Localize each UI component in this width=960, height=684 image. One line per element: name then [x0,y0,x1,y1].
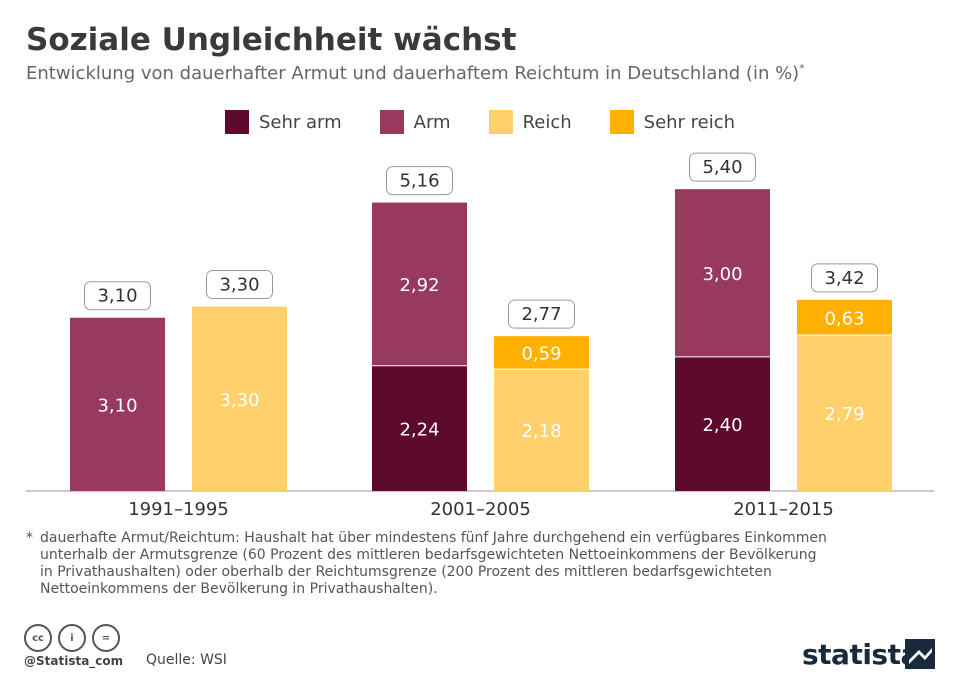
bar-2011-2015-sehr-reich [797,299,892,336]
footnote-line-4: Nettoeinkommens der Bevölkerung in Priva… [40,581,438,597]
statista-logo-icon[interactable] [905,639,935,669]
footnote-line-3: in Privathaushalten) oder oberhalb der R… [40,564,772,580]
chart-subtitle: Entwicklung von dauerhafter Armut und da… [26,62,805,84]
statista-handle[interactable]: @Statista_com [24,654,124,668]
legend-label-reich: Reich [522,111,572,133]
bar-2001-2005-sehr-reich [494,336,589,370]
bar-2011-2015-sehr-reich-label: 0,63 [824,308,864,329]
bar-2011-2015-sehr-arm [675,356,770,491]
legend-item-sehr-reich: Sehr reich [609,110,736,134]
legend-item-sehr-arm: Sehr arm [224,110,342,134]
bar-1991-1995-reich [192,306,287,491]
bar-2001-2005-sehr-arm-label: 2,24 [399,419,439,440]
source-label: Quelle: WSI [146,652,227,668]
bar-2011-2015-arm [675,189,770,357]
bar-2011-2015-arm-label: 3,00 [702,264,742,285]
total-2001-2005-armut-label: 5,16 [399,171,439,192]
bar-chart: 3,10 3,10 3,30 3,30 1991–1995 2,24 2,92 5,16 2,1… [26,152,934,520]
footnote: * dauerhafte Armut/Reichtum: Haushalt hat… [26,530,896,598]
bar-2001-2005-sehr-arm [372,365,467,491]
legend-item-reich: Reich [488,110,572,134]
attribution-icon[interactable]: i [58,624,86,652]
total-2001-2005-armut-box [386,166,453,196]
cc-icon[interactable]: cc [24,624,52,652]
bar-2001-2005-sehr-reich-label: 0,59 [521,344,561,365]
total-2011-2015-reichtum-box [811,263,878,293]
license-icons: cc i = [24,624,120,652]
no-derivatives-icon[interactable]: = [92,624,120,652]
bar-1991-1995-reich-label: 3,30 [219,390,259,411]
bar-2001-2005-arm [372,202,467,366]
statista-logo-text[interactable]: statista [802,638,919,671]
chart-title: Soziale Ungleichheit wächst [26,22,517,58]
legend-label-sehr-arm: Sehr arm [258,111,342,133]
total-1991-1995-reichtum-box [206,270,273,300]
footnote-line-2: unterhalb der Armutsgrenze (60 Prozent d… [40,547,817,563]
bar-2011-2015-sehr-arm-label: 2,40 [702,415,742,436]
total-1991-1995-armut-label: 3,10 [97,286,137,307]
legend-item-arm: Arm [379,110,451,134]
total-2011-2015-reichtum-label: 3,42 [824,268,864,289]
legend-swatch-sehr-reich [609,110,634,134]
legend-swatch-reich [488,110,513,134]
bar-1991-1995-arm-label: 3,10 [97,395,137,416]
bar-2001-2005-reich [494,369,589,491]
legend-swatch-arm [379,110,404,134]
x-tick-label-2001-2005: 2001–2005 [430,499,531,520]
bar-2011-2015-reich [797,335,892,491]
footnote-mark: * [26,530,33,546]
subtitle-footnote-mark: * [799,62,805,75]
subtitle-text: Entwicklung von dauerhafter Armut und da… [26,63,800,84]
legend-label-sehr-reich: Sehr reich [643,111,736,133]
x-tick-label-2011-2015: 2011–2015 [733,499,834,520]
total-2001-2005-reichtum-box [508,299,575,329]
footnote-line-1: dauerhafte Armut/Reichtum: Haushalt hat … [40,530,827,546]
legend-label-arm: Arm [413,111,451,133]
bar-2011-2015-reich-label: 2,79 [824,404,864,425]
bar-2001-2005-arm-label: 2,92 [399,275,439,296]
total-2011-2015-armut-label: 5,40 [702,157,742,178]
total-1991-1995-reichtum-label: 3,30 [219,275,259,296]
legend-swatch-sehr-arm [224,110,249,134]
legend: Sehr arm Arm Reich Sehr reich [0,110,960,134]
bar-2001-2005-reich-label: 2,18 [521,421,561,442]
total-1991-1995-armut-box [84,281,151,311]
x-tick-label-1991-1995: 1991–1995 [128,499,229,520]
total-2011-2015-armut-box [689,152,756,182]
bar-1991-1995-arm [70,317,165,491]
total-2001-2005-reichtum-label: 2,77 [521,304,561,325]
